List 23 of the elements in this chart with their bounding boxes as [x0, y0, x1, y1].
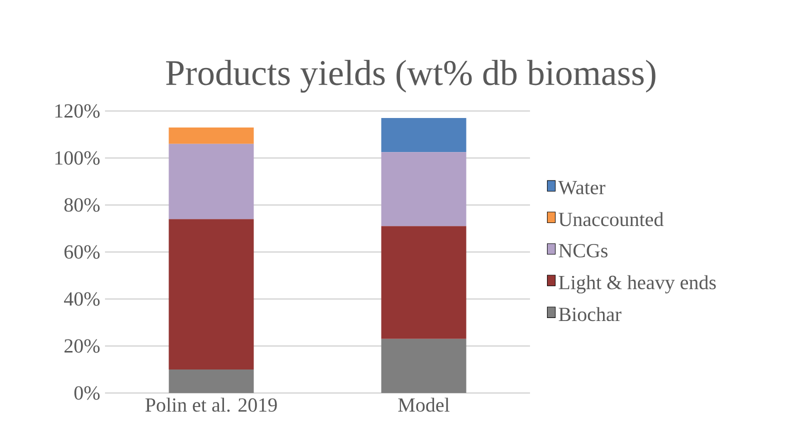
y-tick-label: 60% — [64, 245, 100, 259]
legend-label: NCGs — [558, 244, 608, 258]
bar — [168, 369, 254, 393]
legend-label: Light & heavy ends — [558, 275, 716, 294]
bar — [168, 219, 254, 370]
bar — [168, 127, 254, 144]
x-tick-label: Model — [398, 398, 450, 412]
chart-title: Products yields (wt% db biomass) — [166, 60, 656, 93]
y-tick-label: 100% — [55, 151, 100, 165]
bar — [381, 338, 466, 393]
y-tick-label: 120% — [55, 104, 100, 118]
bar — [381, 226, 466, 339]
legend-label: Water — [558, 181, 606, 194]
y-tick-label: 80% — [64, 198, 100, 212]
legend-label: Unaccounted — [558, 212, 664, 226]
x-tick-label: Polin et al. 2019 — [145, 398, 277, 412]
y-tick-label: 40% — [64, 292, 100, 306]
bar — [381, 118, 466, 152]
bar — [168, 144, 254, 220]
bar — [381, 152, 466, 226]
legend-label: Biochar — [558, 307, 622, 322]
y-tick-label: 20% — [64, 339, 100, 353]
y-tick-label: 0% — [74, 386, 100, 400]
